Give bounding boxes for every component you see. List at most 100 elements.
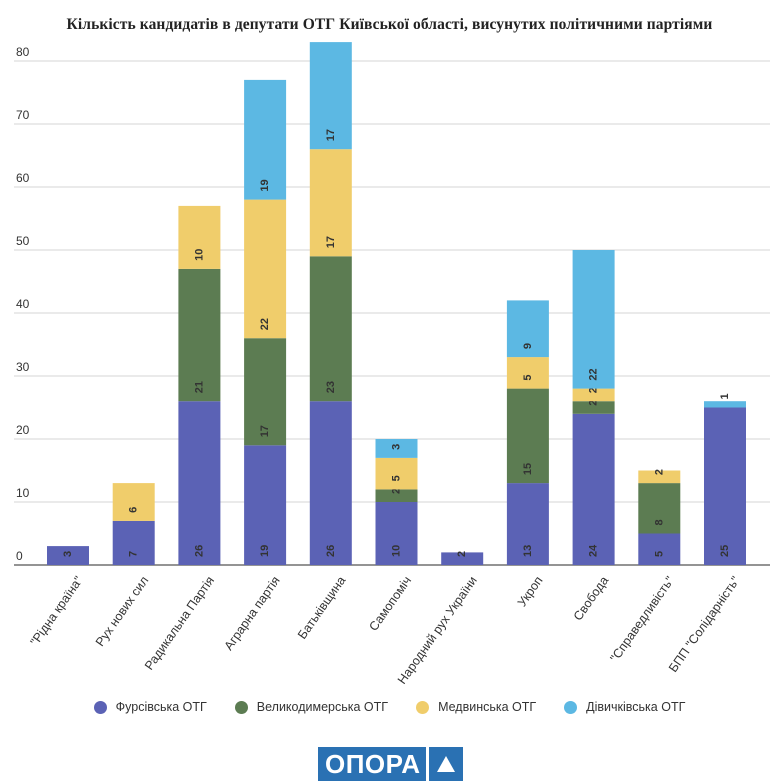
x-tick-label: Свобода: [571, 574, 611, 623]
bar-segment: [638, 470, 681, 484]
legend-swatch: [564, 700, 578, 714]
data-label: 17: [325, 129, 337, 141]
y-tick-label: 70: [16, 108, 30, 122]
bar-segment: [112, 520, 155, 565]
data-label: 13: [522, 545, 534, 557]
x-tick-label: Укроп: [515, 574, 546, 609]
data-label: 7: [128, 551, 140, 557]
bar-segment: [441, 552, 484, 565]
data-label: 19: [259, 179, 271, 191]
data-label: 5: [653, 551, 665, 557]
legend-label: Медвинська ОТГ: [438, 700, 537, 714]
data-label: 3: [62, 551, 74, 557]
bar-segment: [309, 42, 352, 150]
data-label: 5: [522, 374, 534, 380]
data-label: 19: [259, 545, 271, 557]
x-tick-label: "Рідна країна": [28, 574, 86, 649]
bar-segment: [309, 149, 352, 257]
bar-segment: [506, 357, 549, 389]
bar-segment: [47, 546, 89, 565]
bar-segment: [506, 388, 549, 484]
data-label: 2: [588, 400, 600, 406]
bar-segment: [244, 199, 287, 339]
data-label: 6: [128, 507, 140, 513]
data-label: 3: [391, 444, 403, 450]
bar-segment: [506, 300, 549, 358]
legend-label: Великодимерська ОТГ: [256, 700, 389, 714]
x-tick-label: БПП "Солідарність": [666, 574, 743, 675]
data-label: 8: [653, 519, 665, 525]
legend-item: Великодимерська ОТГ: [234, 700, 389, 714]
data-label: 2: [588, 387, 600, 393]
x-tick-label: Батьківщина: [295, 574, 348, 642]
x-tick-label: Аграрна партія: [222, 574, 283, 653]
bar-segment: [309, 401, 352, 565]
y-tick-label: 30: [16, 360, 30, 374]
bar-segment: [178, 205, 221, 269]
data-label: 10: [193, 249, 205, 261]
x-tick-label: Рух нових сил: [93, 574, 152, 649]
triangle-icon: [429, 747, 464, 781]
legend-swatch: [416, 700, 430, 714]
x-tick-label: "Справедливість": [607, 574, 677, 665]
y-tick-label: 20: [16, 423, 30, 437]
data-label: 5: [391, 475, 403, 481]
x-tick-label: Радикальна Партія: [142, 574, 217, 673]
legend-swatch: [93, 700, 107, 714]
data-label: 9: [522, 343, 534, 349]
data-label: 2: [653, 469, 665, 475]
data-label: 25: [719, 545, 731, 557]
bar-segment: [572, 250, 615, 389]
bar-segment: [704, 401, 746, 408]
y-tick-label: 60: [16, 171, 30, 185]
data-label: 2: [456, 551, 468, 557]
bar-segment: [375, 439, 418, 458]
data-label: 1: [719, 393, 731, 399]
legend-label: Дівичківська ОТГ: [586, 700, 686, 714]
bar-segment: [375, 457, 418, 490]
bar-segment: [244, 445, 287, 565]
data-label: 22: [259, 318, 271, 330]
data-label: 21: [193, 381, 205, 393]
data-label: 24: [588, 544, 600, 557]
chart-title: Кількість кандидатів в депутати ОТГ Київ…: [66, 16, 713, 33]
bar-segment: [572, 413, 615, 565]
x-tick-label: Самопоміч: [366, 574, 414, 634]
bar-segment: [704, 407, 746, 565]
legend-item: Фурсівська ОТГ: [93, 700, 207, 714]
logo-text: ОПОРА: [318, 747, 427, 781]
data-label: 10: [391, 545, 403, 557]
legend-swatch: [234, 700, 248, 714]
data-label: 2: [391, 488, 403, 494]
y-tick-label: 10: [16, 486, 30, 500]
bar-segment: [572, 388, 615, 402]
bar-segment: [244, 79, 287, 200]
data-label: 22: [588, 368, 600, 380]
data-label: 17: [325, 236, 337, 248]
data-label: 15: [522, 463, 534, 475]
y-axis-labels: 0 10 20 30 40 50 60 70 80: [16, 45, 30, 563]
legend-label: Фурсівська ОТГ: [115, 700, 207, 714]
bar-segment: [178, 268, 221, 402]
legend: Фурсівська ОТГ Великодимерська ОТГ Медвинс…: [0, 700, 779, 714]
legend-item: Дівичківська ОТГ: [564, 700, 685, 714]
legend-item: Медвинська ОТГ: [416, 700, 536, 714]
y-tick-label: 40: [16, 297, 30, 311]
y-tick-label: 0: [16, 549, 23, 563]
y-tick-label: 80: [16, 45, 30, 59]
y-tick-label: 50: [16, 234, 30, 248]
bar-segment: [244, 338, 287, 446]
bar-segment: [178, 401, 221, 565]
bar-segment: [572, 401, 615, 414]
bar-segment: [375, 489, 418, 502]
bar-segment: [375, 502, 418, 565]
bar-segment: [309, 256, 352, 402]
bar-segment: [506, 483, 549, 565]
opora-logo: ОПОРА: [318, 747, 464, 781]
bar-segment: [112, 483, 155, 521]
bar-segment: [638, 483, 681, 534]
data-label: 17: [259, 425, 271, 437]
